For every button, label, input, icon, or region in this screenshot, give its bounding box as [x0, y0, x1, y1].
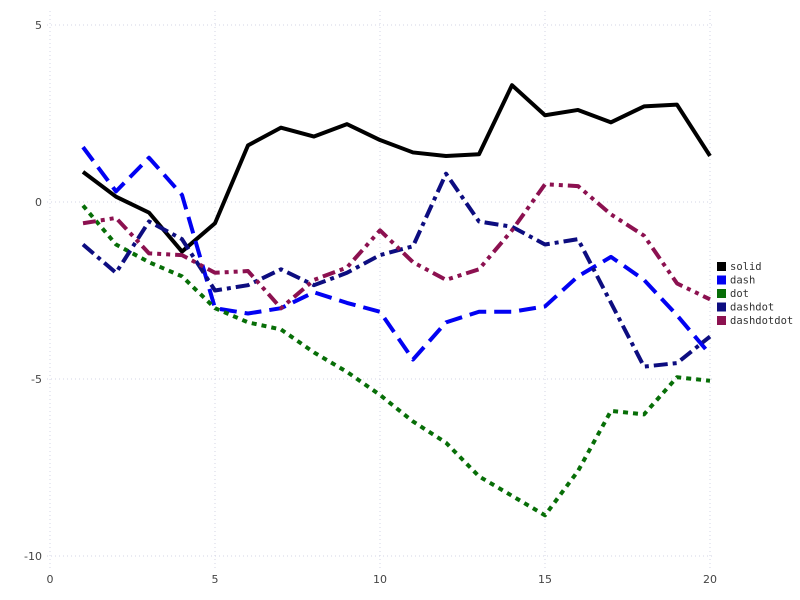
y-tick-label: 0: [35, 196, 42, 209]
y-tick-label: -10: [24, 550, 42, 563]
legend-swatch-dot: [717, 289, 726, 298]
x-tick-label: 0: [47, 573, 54, 586]
legend-swatch-dashdotdot: [717, 316, 726, 325]
x-tick-label: 5: [212, 573, 219, 586]
x-tick-label: 10: [373, 573, 387, 586]
y-tick-label: -5: [31, 373, 42, 386]
legend-label-dashdot: dashdot: [730, 302, 774, 314]
data-lines: [81, 83, 712, 518]
legend-swatch-solid: [717, 262, 726, 271]
legend-label-dash: dash: [730, 275, 755, 287]
x-tick-label: 15: [538, 573, 552, 586]
legend-label-solid: solid: [730, 261, 762, 273]
series-line-dash: [81, 145, 712, 362]
series-line-dashdot: [81, 171, 712, 369]
legend-swatch-dash: [717, 275, 726, 285]
series-line-solid: [81, 83, 712, 254]
legend-label-dot: dot: [730, 288, 749, 300]
y-tick-label: 5: [35, 19, 42, 32]
axis-tick-labels: 0 5 10 15 20 5 0 -5 -10: [24, 19, 717, 586]
legend-swatch-dashdot: [717, 302, 726, 312]
x-tick-label: 20: [703, 573, 717, 586]
legend-label-dashdotdot: dashdotdot: [730, 315, 793, 327]
series-line-dot: [81, 204, 711, 518]
gridlines: [47, 11, 714, 569]
series-line-dashdotdot: [82, 182, 711, 311]
